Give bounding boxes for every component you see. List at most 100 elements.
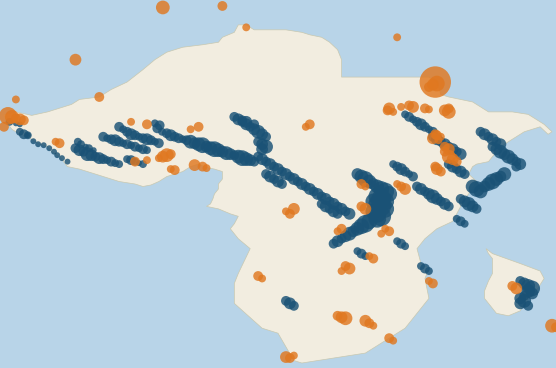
- Point: [107, 159, 116, 164]
- Point: [210, 146, 219, 152]
- Point: [444, 106, 453, 112]
- Point: [281, 354, 290, 360]
- Point: [385, 335, 394, 341]
- Point: [520, 280, 529, 286]
- Point: [222, 150, 231, 156]
- Point: [480, 131, 489, 137]
- Point: [357, 181, 366, 187]
- Point: [0, 124, 8, 130]
- Point: [377, 186, 386, 192]
- Point: [7, 114, 16, 120]
- Point: [333, 238, 342, 244]
- Point: [396, 104, 405, 110]
- Point: [424, 106, 433, 112]
- Point: [436, 134, 445, 140]
- Point: [337, 314, 346, 320]
- Point: [138, 135, 147, 141]
- Point: [146, 137, 155, 143]
- Point: [277, 169, 286, 174]
- Point: [99, 156, 108, 162]
- Point: [166, 151, 175, 157]
- Point: [464, 201, 473, 207]
- Point: [440, 144, 449, 150]
- Point: [433, 136, 441, 142]
- Point: [81, 144, 90, 150]
- Point: [480, 184, 489, 190]
- Point: [218, 3, 227, 9]
- Point: [111, 160, 120, 166]
- Point: [345, 266, 354, 272]
- Point: [416, 121, 425, 127]
- Point: [285, 300, 294, 306]
- Point: [321, 196, 330, 202]
- Point: [151, 120, 160, 126]
- Point: [357, 204, 366, 209]
- Point: [341, 263, 350, 269]
- Point: [5, 119, 14, 125]
- Point: [12, 96, 21, 102]
- Point: [552, 324, 556, 330]
- Point: [158, 154, 167, 160]
- Point: [429, 82, 438, 88]
- Point: [409, 116, 418, 122]
- Point: [488, 178, 497, 184]
- Point: [29, 138, 38, 144]
- Point: [520, 298, 529, 304]
- Point: [162, 152, 171, 158]
- Point: [118, 126, 127, 132]
- Point: [401, 243, 410, 249]
- Point: [472, 206, 481, 212]
- Point: [198, 142, 207, 148]
- Point: [242, 119, 251, 125]
- Point: [456, 151, 465, 157]
- Point: [198, 164, 207, 170]
- Point: [87, 152, 96, 158]
- Point: [429, 134, 438, 140]
- Point: [170, 167, 179, 173]
- Point: [294, 178, 302, 184]
- Point: [182, 137, 191, 143]
- Point: [433, 81, 441, 86]
- Point: [440, 201, 449, 207]
- Point: [142, 147, 151, 153]
- Point: [226, 151, 235, 157]
- Point: [476, 129, 485, 135]
- Point: [341, 315, 350, 321]
- Point: [516, 300, 525, 306]
- Point: [377, 204, 386, 209]
- Polygon shape: [484, 249, 544, 316]
- Point: [290, 353, 299, 358]
- Point: [369, 198, 378, 204]
- Point: [290, 303, 299, 309]
- Point: [51, 139, 60, 145]
- Point: [349, 228, 358, 234]
- Point: [405, 102, 414, 108]
- Point: [500, 171, 509, 177]
- Point: [127, 142, 136, 148]
- Point: [496, 174, 505, 180]
- Point: [333, 313, 342, 319]
- Point: [409, 104, 418, 110]
- Point: [250, 159, 259, 164]
- Point: [508, 283, 517, 289]
- Point: [73, 139, 82, 145]
- Point: [83, 151, 92, 157]
- Point: [436, 139, 445, 145]
- Point: [377, 231, 386, 237]
- Point: [254, 154, 262, 160]
- Point: [396, 184, 405, 190]
- Point: [431, 79, 440, 85]
- Point: [409, 174, 418, 180]
- Point: [357, 223, 366, 229]
- Point: [444, 154, 453, 160]
- Point: [488, 136, 497, 142]
- Point: [460, 171, 469, 177]
- Point: [444, 146, 453, 152]
- Point: [297, 181, 306, 187]
- Point: [202, 165, 211, 171]
- Point: [424, 278, 433, 284]
- Point: [99, 134, 108, 140]
- Point: [257, 141, 266, 147]
- Point: [452, 216, 461, 222]
- Point: [57, 155, 66, 161]
